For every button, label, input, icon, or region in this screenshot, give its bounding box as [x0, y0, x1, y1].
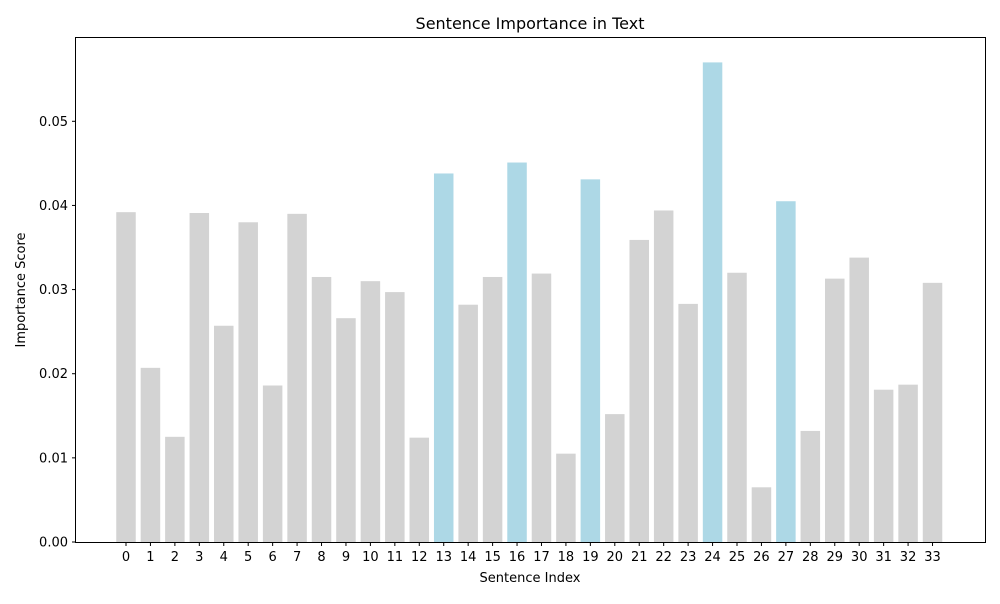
x-tick-label: 23 — [680, 550, 697, 565]
x-tick-label: 6 — [268, 550, 276, 565]
bar-22 — [653, 210, 674, 543]
bar-20 — [605, 414, 625, 542]
y-axis-label: Importance Score — [14, 232, 29, 347]
bar-3 — [189, 213, 210, 542]
x-tick-label: 13 — [435, 550, 452, 565]
x-tick-label: 31 — [875, 550, 892, 565]
bar-24 — [702, 62, 723, 543]
x-tick-label: 18 — [558, 550, 575, 565]
x-tick-label: 22 — [655, 550, 672, 565]
bar-25 — [727, 272, 747, 542]
y-tick-label: 0.03 — [39, 283, 68, 298]
bar-32 — [898, 384, 918, 542]
bar-21 — [629, 239, 649, 542]
bar-17 — [531, 273, 552, 542]
bar-30 — [849, 257, 869, 542]
bar-0 — [116, 212, 136, 543]
x-tick-label: 10 — [362, 550, 379, 565]
x-tick-label: 0 — [122, 550, 130, 565]
bar-27 — [776, 201, 796, 543]
y-tick-label: 0.00 — [39, 536, 68, 551]
x-tick-label: 15 — [484, 550, 501, 565]
bar-7 — [287, 213, 307, 542]
bar-31 — [873, 389, 894, 542]
x-axis-label: Sentence Index — [480, 571, 581, 586]
x-tick-label: 30 — [851, 550, 868, 565]
x-tick-label: 27 — [778, 550, 795, 565]
x-tick-label: 3 — [195, 550, 203, 565]
x-tick-label: 28 — [802, 550, 819, 565]
bar-26 — [751, 487, 772, 542]
x-tick-label: 4 — [220, 550, 228, 565]
x-tick-label: 20 — [607, 550, 624, 565]
chart-title: Sentence Importance in Text — [416, 14, 645, 33]
y-tick-label: 0.01 — [39, 451, 68, 466]
x-tick-label: 7 — [293, 550, 301, 565]
x-tick-label: 26 — [753, 550, 770, 565]
bar-12 — [409, 437, 430, 542]
bar-11 — [385, 292, 405, 542]
bar-18 — [556, 453, 576, 542]
bar-10 — [360, 281, 381, 542]
bar-8 — [311, 276, 332, 542]
bar-15 — [482, 276, 503, 542]
x-tick-label: 9 — [342, 550, 350, 565]
x-tick-label: 32 — [900, 550, 917, 565]
bar-33 — [922, 282, 943, 542]
bar-2 — [165, 436, 185, 542]
x-tick-label: 33 — [924, 550, 941, 565]
x-tick-label: 14 — [460, 550, 477, 565]
bar-23 — [678, 303, 698, 542]
y-tick-label: 0.05 — [39, 115, 68, 130]
bar-4 — [214, 325, 234, 542]
x-tick-label: 17 — [533, 550, 550, 565]
bar-13 — [433, 173, 454, 542]
x-tick-label: 11 — [387, 550, 404, 565]
x-tick-label: 8 — [317, 550, 325, 565]
y-tick-label: 0.04 — [39, 199, 68, 214]
x-tick-label: 5 — [244, 550, 252, 565]
x-tick-label: 2 — [171, 550, 179, 565]
x-axis: 0 1 2 3 4 5 6 7 8 9 10 11 12 13 14 15 16 17 18 19 20 21 22 23 24… — [122, 542, 941, 565]
bar-16 — [507, 162, 527, 542]
bar-5 — [238, 222, 258, 542]
plot-frame — [75, 37, 986, 543]
x-tick-label: 25 — [729, 550, 746, 565]
x-tick-label: 29 — [826, 550, 843, 565]
bar-1 — [140, 367, 161, 542]
bar-29 — [825, 278, 845, 542]
bar-6 — [262, 385, 283, 542]
y-tick-label: 0.02 — [39, 367, 68, 382]
x-tick-label: 19 — [582, 550, 599, 565]
bars-layer — [116, 62, 943, 543]
x-tick-label: 21 — [631, 550, 648, 565]
bar-28 — [800, 430, 821, 542]
bar-9 — [336, 318, 356, 542]
bar-19 — [580, 179, 601, 543]
x-tick-label: 12 — [411, 550, 428, 565]
x-tick-label: 16 — [509, 550, 526, 565]
x-tick-label: 1 — [146, 550, 154, 565]
y-axis: 0.00 0.01 0.02 0.03 0.04 0.05 — [39, 115, 76, 551]
x-tick-label: 24 — [704, 550, 721, 565]
bar-14 — [458, 304, 478, 542]
